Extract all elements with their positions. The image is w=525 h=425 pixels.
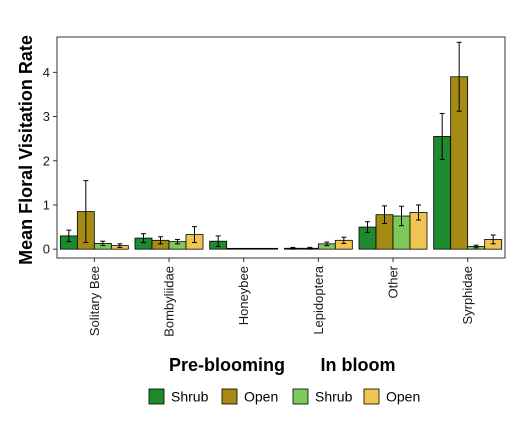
legend-swatch-1: [221, 388, 238, 405]
y-tick-label-3: 3: [43, 109, 50, 124]
error-bars: [66, 41, 496, 250]
y-tick-label-1: 1: [43, 197, 50, 212]
x-tick-label-1: Bombyliidae: [162, 266, 177, 337]
x-tick-label-5: Syrphidae: [460, 266, 475, 325]
y-tick-label-2: 2: [43, 153, 50, 168]
x-axis-ticks: Solitary Bee Bombyliidae Honeybee Lepidopte…: [87, 258, 475, 337]
legend-label-1: Open: [244, 389, 278, 405]
legend: Shrub Open Shrub Open: [148, 388, 420, 405]
x-axis-title-pre-blooming: Pre-blooming: [169, 355, 285, 375]
x-tick-label-2: Honeybee: [236, 266, 251, 325]
bar-2-2: [243, 247, 262, 250]
y-tick-label-0: 0: [43, 242, 50, 257]
plot-panel: [56, 36, 506, 259]
legend-label-2: Shrub: [315, 389, 353, 405]
x-axis-title-in-bloom: In bloom: [321, 355, 396, 375]
bars: [59, 76, 503, 250]
y-axis-title: Mean Floral Visitation Rate: [16, 35, 36, 265]
legend-swatch-3: [363, 388, 380, 405]
x-tick-label-0: Solitary Bee: [87, 266, 102, 336]
y-axis-ticks: 0 1 2 3 4: [43, 65, 57, 257]
legend-label-3: Open: [386, 389, 420, 405]
legend-swatch-2: [292, 388, 309, 405]
x-tick-label-3: Lepidoptera: [311, 265, 326, 334]
legend-swatch-0: [148, 388, 165, 405]
x-tick-label-4: Other: [386, 265, 401, 298]
bar-2-3: [260, 247, 279, 250]
y-tick-label-4: 4: [43, 65, 50, 80]
bar-2-1: [226, 247, 245, 250]
legend-label-0: Shrub: [171, 389, 209, 405]
